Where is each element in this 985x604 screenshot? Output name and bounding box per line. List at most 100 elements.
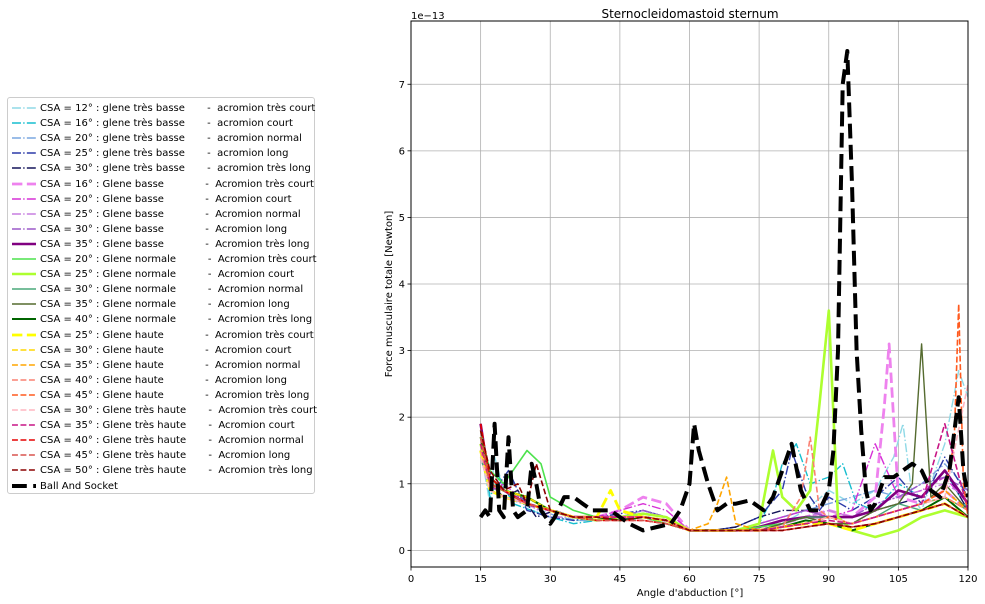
legend-label: CSA = 30° : Glene normale - Acromion nor… (40, 284, 304, 296)
legend-swatch (12, 363, 36, 366)
x-tick-label: 90 (822, 574, 835, 585)
x-tick-label: 45 (614, 574, 627, 585)
legend-swatch (12, 258, 36, 260)
legend-swatch (12, 167, 36, 170)
y-tick-label: 2 (399, 413, 405, 424)
x-tick-label: 105 (889, 574, 908, 585)
legend-label: CSA = 40° : Glene très haute - Acromion … (40, 435, 304, 447)
y-tick-label: 7 (399, 80, 405, 91)
legend-label: CSA = 35° : Glene très haute - Acromion … (40, 420, 295, 432)
x-tick-label: 15 (474, 574, 487, 585)
legend-entry: CSA = 40° : Glene très haute - Acromion … (8, 433, 314, 448)
legend-entry: CSA = 30° : glene très basse - acromion … (8, 161, 314, 176)
x-tick-label: 60 (683, 574, 696, 585)
legend-entry: CSA = 20° : Glene basse - Acromion court (8, 192, 314, 207)
legend-label: Ball And Socket (40, 480, 118, 492)
legend-label: CSA = 25° : glene très basse - acromion … (40, 148, 289, 160)
legend-label: CSA = 16° : Glene basse - Acromion très … (40, 178, 314, 190)
legend-entry: CSA = 25° : glene très basse - acromion … (8, 146, 314, 161)
legend-entry: CSA = 35° : Glene haute - Acromion norma… (8, 358, 314, 373)
legend-label: CSA = 25° : Glene normale - Acromion cou… (40, 269, 295, 281)
legend-swatch (12, 272, 36, 276)
legend-label: CSA = 20° : Glene basse - Acromion court (40, 193, 292, 205)
legend-label: CSA = 35° : Glene normale - Acromion lon… (40, 299, 290, 311)
legend-label: CSA = 40° : Glene haute - Acromion long (40, 374, 287, 386)
legend-label: CSA = 50° : Glene très haute - Acromion … (40, 465, 313, 477)
legend-entry: CSA = 30° : Glene très haute - Acromion … (8, 403, 318, 418)
legend-label: CSA = 30° : Glene basse - Acromion long (40, 223, 288, 235)
series-line-21 (479, 383, 968, 532)
legend-entry: CSA = 20° : Glene normale - Acromion trè… (8, 252, 317, 267)
legend-entry: CSA = 40° : Glene normale - Acromion trè… (8, 312, 314, 327)
legend-entry: CSA = 16° : Glene basse - Acromion très … (8, 177, 314, 192)
series-group (478, 49, 968, 539)
x-axis-label: Angle d'abduction [°] (637, 588, 744, 599)
legend-label: CSA = 40° : Glene normale - Acromion trè… (40, 314, 313, 326)
legend-swatch (12, 182, 36, 185)
legend-swatch (12, 152, 36, 154)
y-tick-label: 0 (399, 546, 405, 557)
legend-swatch (12, 469, 36, 472)
legend-entry: CSA = 25° : Glene haute - Acromion très … (8, 328, 314, 343)
x-tick-label: 0 (408, 574, 414, 585)
legend-swatch (12, 454, 36, 457)
legend-entry: Ball And Socket (8, 479, 314, 494)
legend-label: CSA = 25° : Glene basse - Acromion norma… (40, 208, 301, 220)
legend-swatch (12, 333, 36, 336)
legend-label: CSA = 25° : Glene haute - Acromion très … (40, 329, 314, 341)
legend-entry: CSA = 25° : Glene basse - Acromion norma… (8, 207, 314, 222)
legend-label: CSA = 12° : glene très basse - acromion … (40, 103, 316, 114)
legend-label: CSA = 30° : Glene très haute - Acromion … (40, 405, 318, 416)
legend-swatch (12, 439, 36, 441)
legend-label: CSA = 30° : glene très basse - acromion … (40, 163, 311, 175)
chart-legend: CSA = 12° : glene très basse - acromion … (7, 97, 318, 494)
legend-swatch (12, 288, 36, 290)
legend-swatch (12, 107, 36, 109)
x-tick-label: 30 (544, 574, 557, 585)
legend-swatch (12, 212, 36, 215)
legend-entry: CSA = 30° : Glene basse - Acromion long (8, 222, 314, 237)
series-line-6 (479, 342, 968, 532)
legend-swatch (12, 394, 36, 396)
legend-entry: CSA = 35° : Glene très haute - Acromion … (8, 418, 314, 433)
legend-label: CSA = 35° : Glene basse - Acromion très … (40, 238, 310, 250)
legend-label: CSA = 45° : Glene haute - Acromion très … (40, 389, 310, 401)
legend-label: CSA = 20° : Glene normale - Acromion trè… (40, 254, 317, 265)
legend-swatch (12, 228, 36, 230)
legend-entry: CSA = 16° : glene très basse - acromion … (8, 116, 314, 131)
legend-swatch (12, 483, 36, 488)
legend-entry: CSA = 40° : Glene haute - Acromion long (8, 373, 314, 388)
legend-swatch (12, 409, 36, 411)
legend-label: CSA = 45° : Glene très haute - Acromion … (40, 450, 291, 462)
legend-label: CSA = 35° : Glene haute - Acromion norma… (40, 359, 301, 371)
y-scale-label: 1e−13 (411, 11, 445, 22)
legend-entry: CSA = 35° : Glene normale - Acromion lon… (8, 297, 314, 312)
legend-swatch (12, 318, 36, 321)
y-tick-label: 4 (399, 280, 405, 291)
y-tick-label: 6 (399, 146, 405, 157)
y-tick-label: 3 (399, 346, 405, 357)
legend-entry: CSA = 20° : glene très basse - acromion … (8, 131, 314, 146)
legend-entry: CSA = 12° : glene très basse - acromion … (8, 101, 316, 116)
legend-label: CSA = 20° : glene très basse - acromion … (40, 133, 302, 145)
legend-label: CSA = 30° : Glene haute - Acromion court (40, 344, 292, 356)
legend-swatch (12, 348, 36, 351)
y-tick-label: 1 (399, 479, 405, 490)
legend-entry: CSA = 25° : Glene normale - Acromion cou… (8, 267, 314, 282)
legend-swatch (12, 424, 36, 426)
legend-swatch (12, 197, 36, 200)
legend-entry: CSA = 30° : Glene normale - Acromion nor… (8, 282, 314, 297)
legend-label: CSA = 16° : glene très basse - acromion … (40, 118, 293, 130)
legend-entry: CSA = 35° : Glene basse - Acromion très … (8, 237, 314, 252)
x-tick-label: 120 (958, 574, 977, 585)
legend-swatch (12, 378, 36, 381)
legend-swatch (12, 122, 36, 124)
legend-swatch (12, 242, 36, 246)
x-tick-label: 75 (753, 574, 766, 585)
legend-swatch (12, 137, 36, 139)
legend-entry: CSA = 30° : Glene haute - Acromion court (8, 343, 314, 358)
legend-entry: CSA = 45° : Glene très haute - Acromion … (8, 448, 314, 463)
chart-title: Sternocleidomastoid sternum (601, 7, 778, 21)
